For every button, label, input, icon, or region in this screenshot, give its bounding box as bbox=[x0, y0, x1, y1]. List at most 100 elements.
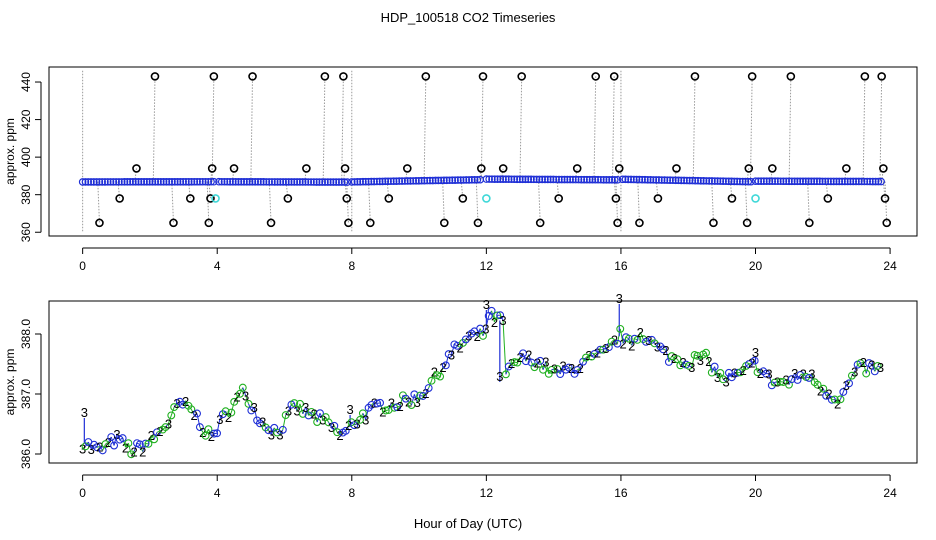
series-point bbox=[862, 369, 871, 378]
series-point bbox=[839, 388, 848, 396]
baseline-point bbox=[420, 176, 429, 185]
drop-line bbox=[692, 76, 696, 181]
baseline-point bbox=[326, 178, 335, 186]
series-point bbox=[195, 423, 204, 432]
series-segment bbox=[542, 361, 547, 370]
series-point bbox=[135, 440, 144, 449]
baseline-point bbox=[621, 175, 630, 184]
series-point bbox=[124, 439, 133, 448]
calibration-point bbox=[340, 164, 350, 173]
series-point bbox=[596, 345, 605, 354]
series-point bbox=[556, 370, 565, 379]
baseline-point bbox=[744, 177, 753, 186]
series-segment bbox=[170, 406, 175, 416]
calibration-point bbox=[365, 218, 375, 228]
baseline-point bbox=[868, 177, 877, 186]
baseline-point bbox=[490, 175, 499, 183]
baseline-point bbox=[198, 177, 207, 186]
series-point bbox=[221, 407, 230, 416]
series-marker-label: 3 bbox=[79, 442, 86, 457]
series-point bbox=[330, 421, 339, 430]
series-segment bbox=[717, 372, 721, 378]
series-segment bbox=[539, 360, 544, 370]
baseline-point bbox=[785, 177, 793, 186]
baseline-point bbox=[524, 175, 533, 184]
baseline-point bbox=[417, 176, 426, 185]
series-segment bbox=[445, 353, 450, 366]
series-point bbox=[393, 403, 402, 412]
drop-line bbox=[341, 76, 344, 183]
baseline-point bbox=[574, 175, 583, 184]
series-point bbox=[418, 392, 427, 400]
series-segment bbox=[665, 350, 670, 363]
baseline-point bbox=[182, 177, 190, 186]
series-marker-label: 3 bbox=[499, 313, 506, 328]
series-point bbox=[564, 363, 573, 372]
baseline-point bbox=[771, 177, 779, 186]
series-point bbox=[519, 349, 527, 358]
baseline-point bbox=[671, 176, 680, 185]
baseline-point bbox=[555, 175, 563, 184]
baseline-point bbox=[608, 176, 616, 184]
y-tick-label: 420 bbox=[19, 109, 33, 129]
baseline-point bbox=[660, 176, 669, 184]
baseline-point bbox=[754, 177, 763, 185]
baseline-point bbox=[190, 177, 199, 186]
baseline-point bbox=[168, 177, 176, 186]
calibration-point bbox=[248, 72, 257, 81]
baseline-point bbox=[378, 177, 387, 186]
series-segment bbox=[811, 373, 816, 383]
series-marker-label: 2 bbox=[131, 444, 138, 459]
series-segment bbox=[291, 402, 295, 406]
series-point bbox=[324, 418, 333, 427]
drop-line bbox=[405, 168, 408, 182]
series-segment bbox=[437, 374, 441, 377]
series-segment bbox=[468, 333, 472, 336]
series-point bbox=[410, 390, 419, 399]
series-point bbox=[356, 415, 364, 424]
baseline-point bbox=[312, 178, 321, 186]
series-segment bbox=[85, 441, 89, 447]
series-point bbox=[847, 371, 856, 380]
calibration-point bbox=[805, 218, 814, 228]
y-tick-label: 380 bbox=[19, 184, 33, 204]
series-point bbox=[745, 360, 753, 369]
series-marker-label: 2 bbox=[148, 428, 155, 443]
baseline-point bbox=[552, 175, 560, 184]
baseline-point bbox=[518, 175, 527, 184]
series-segment bbox=[230, 401, 235, 413]
drop-line bbox=[322, 76, 326, 183]
series-point bbox=[590, 349, 599, 358]
series-point bbox=[98, 446, 107, 455]
baseline-point bbox=[117, 178, 126, 186]
calibration-point bbox=[169, 218, 178, 228]
series-marker-label: 2 bbox=[525, 348, 532, 363]
baseline-point bbox=[643, 175, 652, 184]
drop-line bbox=[304, 168, 307, 183]
y-axis-label: approx. ppm bbox=[3, 118, 17, 185]
figure-title: HDP_100518 CO2 Timeseries bbox=[381, 10, 556, 25]
baseline-point bbox=[81, 178, 90, 186]
series-point bbox=[521, 357, 530, 366]
series-segment bbox=[505, 366, 510, 375]
baseline-point bbox=[877, 177, 885, 186]
baseline-point bbox=[571, 175, 580, 184]
baseline-point bbox=[741, 177, 750, 186]
series-marker-label: 2 bbox=[199, 425, 206, 440]
series-marker-label: 3 bbox=[302, 400, 309, 415]
series-marker-label: 2 bbox=[662, 343, 669, 358]
baseline-point bbox=[448, 176, 457, 184]
series-segment bbox=[851, 371, 856, 376]
series-marker-label: 3 bbox=[559, 358, 566, 373]
y-axis-label: approx. ppm bbox=[3, 349, 17, 416]
series-segment bbox=[119, 437, 123, 441]
baseline-point bbox=[835, 177, 844, 186]
baseline-point bbox=[335, 178, 343, 186]
series-point bbox=[238, 383, 247, 392]
baseline-point bbox=[585, 175, 594, 184]
baseline-point bbox=[705, 177, 713, 185]
series-segment bbox=[625, 336, 630, 340]
series-segment bbox=[825, 393, 830, 397]
spike-label: 3 bbox=[483, 297, 490, 312]
baseline-point bbox=[259, 178, 268, 186]
